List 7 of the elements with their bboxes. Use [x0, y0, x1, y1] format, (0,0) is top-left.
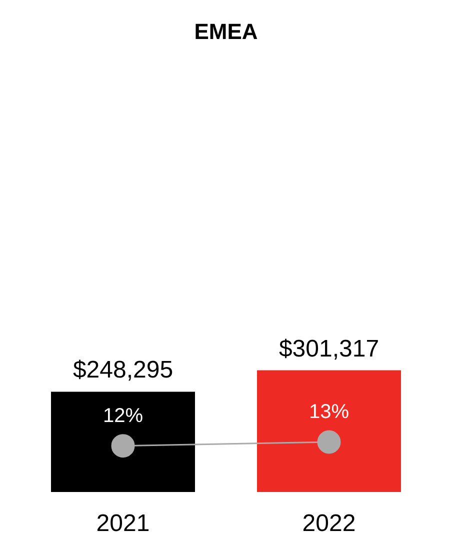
data-label: $248,295 — [72, 356, 174, 384]
chart-title: EMEA — [193, 18, 259, 46]
data-label: 12% — [102, 404, 144, 427]
x-tick-label: 2022 — [302, 510, 356, 538]
x-tick-label: 2021 — [96, 510, 150, 538]
data-label: $301,317 — [278, 335, 380, 362]
data-label: 13% — [308, 401, 350, 423]
